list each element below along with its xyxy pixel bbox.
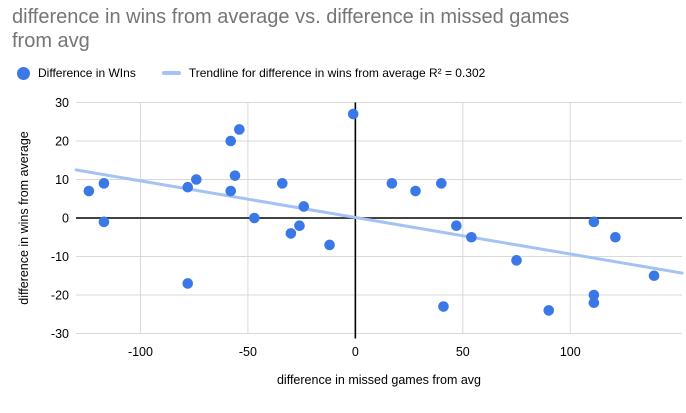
- y-tick-label: -30: [51, 327, 69, 341]
- data-point[interactable]: [234, 124, 245, 135]
- trendline: [74, 168, 684, 275]
- data-point[interactable]: [182, 278, 194, 289]
- y-tick-label: 10: [55, 173, 69, 187]
- data-point[interactable]: [225, 135, 237, 147]
- data-point[interactable]: [294, 220, 305, 231]
- data-point[interactable]: [386, 178, 398, 189]
- data-point[interactable]: [588, 289, 600, 301]
- data-point[interactable]: [225, 185, 237, 197]
- y-tick-label: 20: [55, 135, 69, 149]
- x-axis-title: difference in missed games from avg: [277, 373, 481, 387]
- data-point[interactable]: [298, 201, 310, 212]
- x-tick-label: 50: [456, 345, 470, 359]
- data-point[interactable]: [249, 212, 260, 224]
- y-tick-label: 0: [62, 212, 69, 226]
- data-point[interactable]: [191, 174, 202, 185]
- y-tick-label: -20: [51, 289, 69, 303]
- data-point[interactable]: [182, 181, 194, 193]
- chart-title-line2: from avg: [12, 30, 90, 52]
- y-axis-title: difference in wins from average: [17, 131, 31, 305]
- legend-trendline-label: Trendline for difference in wins from av…: [188, 66, 486, 80]
- chart-title-line1: difference in wins from average vs. diff…: [12, 6, 570, 28]
- series-marker-icon: [17, 66, 30, 80]
- data-point[interactable]: [588, 297, 600, 309]
- chart-title: difference in wins from average vs. diff…: [12, 5, 680, 53]
- legend: Difference in WIns Trendline for differe…: [17, 64, 485, 82]
- trendline-marker-icon: [161, 71, 181, 75]
- data-point[interactable]: [466, 231, 477, 243]
- y-tick-label: 30: [55, 96, 69, 110]
- legend-item-trendline: Trendline for difference in wins from av…: [161, 66, 486, 80]
- x-tick-label: -100: [128, 345, 153, 359]
- data-point[interactable]: [543, 305, 555, 316]
- data-point[interactable]: [229, 170, 241, 181]
- data-point[interactable]: [285, 228, 297, 239]
- data-point[interactable]: [588, 216, 600, 228]
- x-tick-label: 100: [560, 345, 581, 359]
- legend-item-series: Difference in WIns: [17, 66, 136, 80]
- data-point[interactable]: [610, 231, 621, 243]
- data-point[interactable]: [276, 178, 288, 189]
- data-point[interactable]: [324, 239, 335, 251]
- data-point[interactable]: [410, 185, 421, 197]
- data-point[interactable]: [648, 270, 660, 282]
- data-point[interactable]: [98, 178, 110, 189]
- data-point[interactable]: [451, 220, 462, 231]
- data-point[interactable]: [436, 178, 447, 189]
- x-tick-label: 0: [352, 345, 359, 359]
- x-tick-label: -50: [239, 345, 257, 359]
- data-point[interactable]: [438, 301, 449, 312]
- y-tick-label: -10: [51, 250, 69, 264]
- data-point[interactable]: [83, 185, 95, 197]
- data-point[interactable]: [347, 108, 359, 120]
- data-point[interactable]: [98, 216, 110, 228]
- legend-series-label: Difference in WIns: [38, 66, 136, 80]
- data-point[interactable]: [511, 255, 522, 266]
